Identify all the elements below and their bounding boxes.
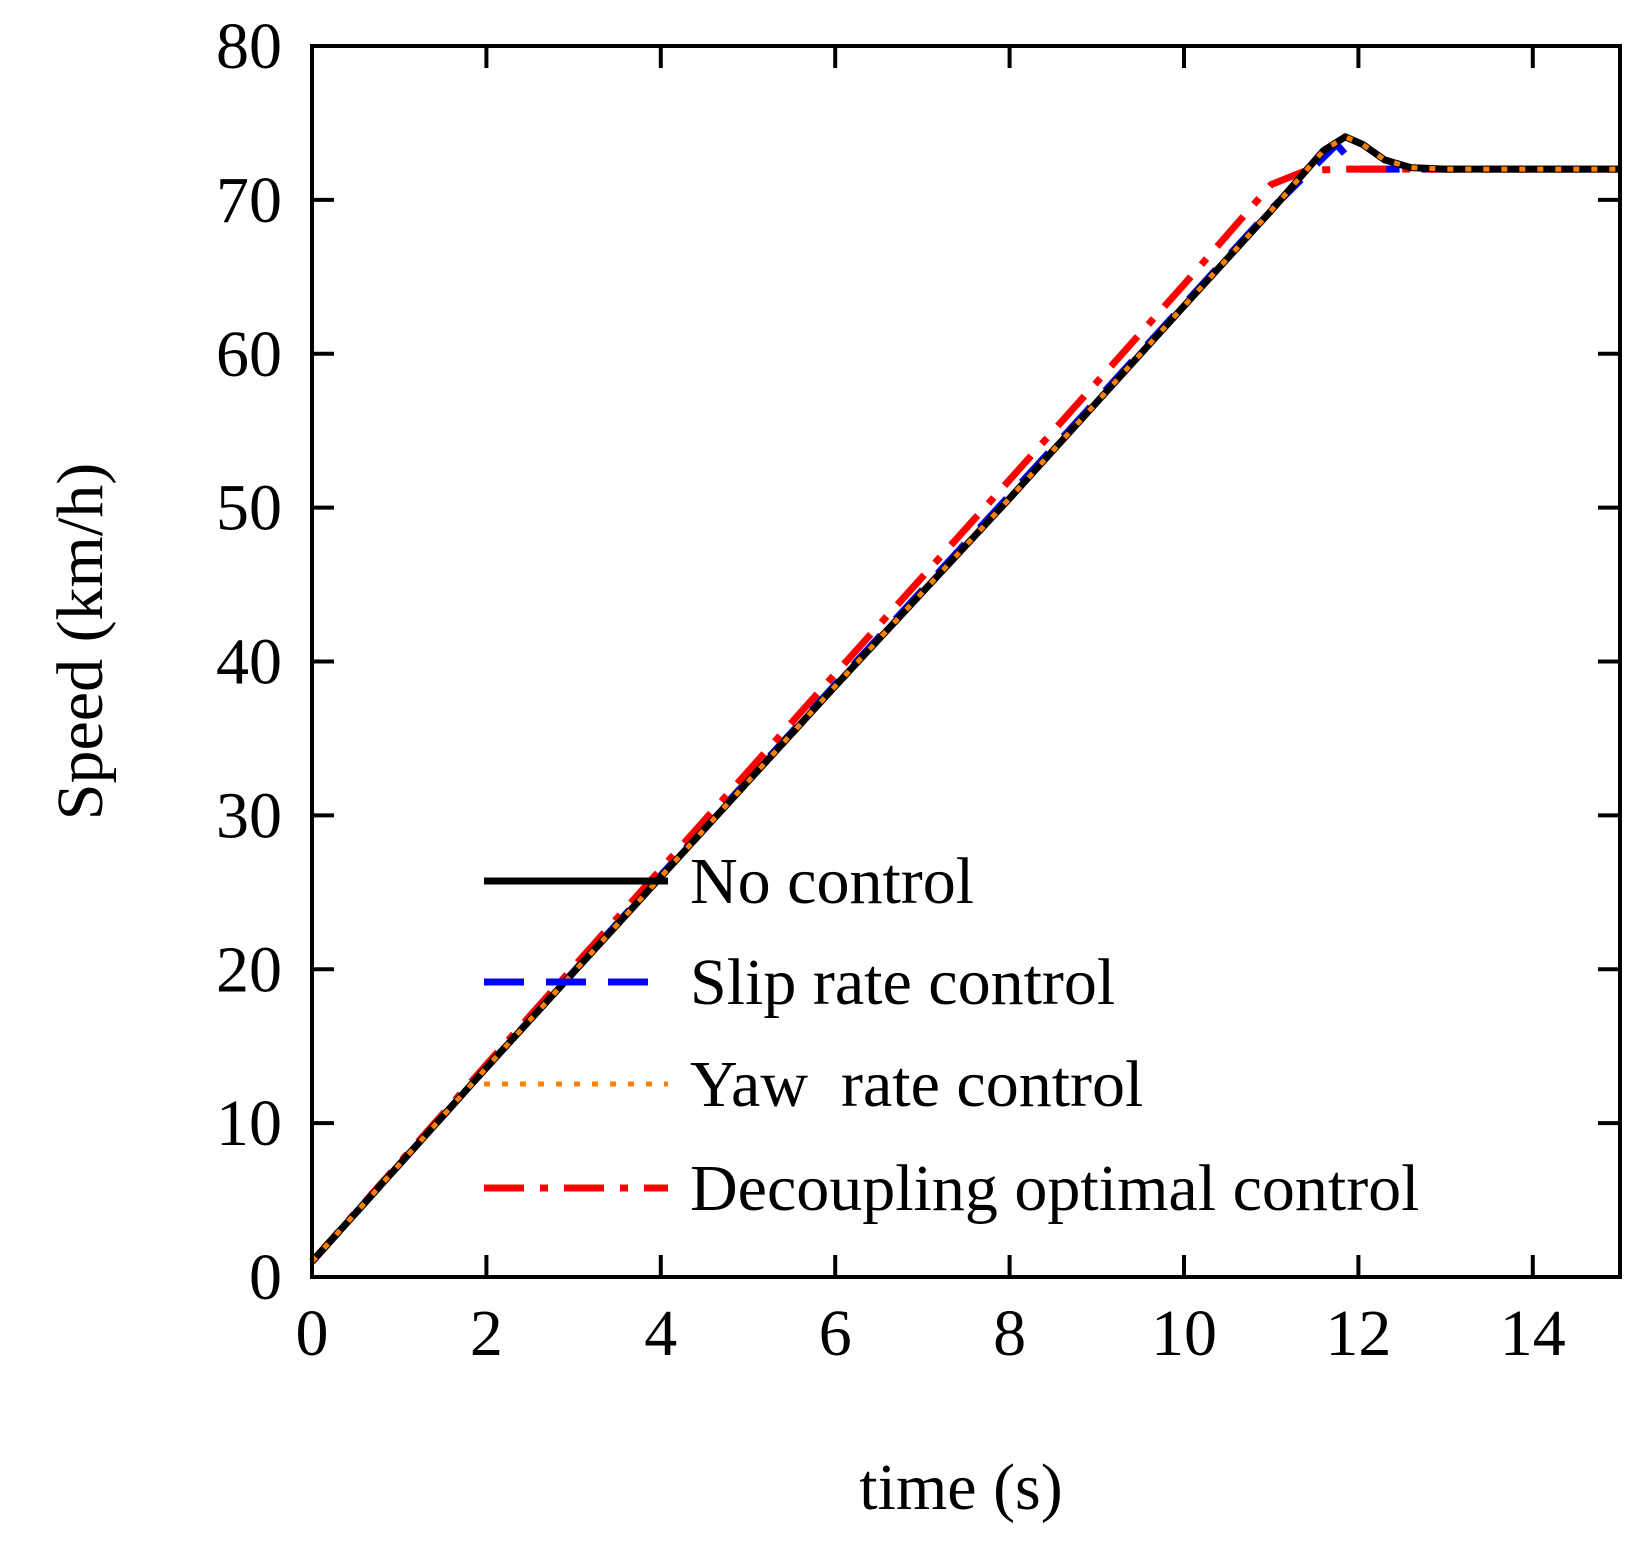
y-axis-title: Speed (km/h) — [44, 463, 117, 820]
legend-label-3: Decoupling optimal control — [690, 1152, 1420, 1225]
y-tick-label: 10 — [216, 1087, 282, 1160]
y-tick-label: 0 — [249, 1241, 282, 1314]
x-tick-label: 12 — [1325, 1297, 1391, 1370]
series-line-2 — [310, 134, 1620, 1264]
x-axis-title: time (s) — [859, 1451, 1062, 1524]
y-tick-label: 40 — [216, 626, 282, 699]
series-line-1 — [309, 141, 1620, 1264]
legend: No control Slip rate control Yaw rate cont… — [484, 845, 1420, 1225]
legend-label-0: No control — [690, 845, 974, 918]
x-tick-label: 14 — [1500, 1297, 1566, 1370]
legend-label-1: Slip rate control — [690, 946, 1115, 1019]
tick-labels: 0 2 4 6 8 10 12 14 0 10 20 30 40 50 60 70 80 — [216, 10, 1566, 1370]
plot-frame — [310, 44, 1622, 1279]
series-line-3 — [309, 165, 1620, 1264]
x-tick-label: 4 — [644, 1297, 677, 1370]
y-tick-label: 20 — [216, 933, 282, 1006]
y-tick-label: 50 — [216, 472, 282, 545]
y-tick-label: 30 — [216, 779, 282, 852]
y-tick-label: 80 — [216, 10, 282, 83]
x-tick-label: 6 — [819, 1297, 852, 1370]
y-tick-label: 70 — [216, 164, 282, 237]
series-layer — [309, 133, 1620, 1264]
x-tick-label: 8 — [993, 1297, 1026, 1370]
x-tick-label: 2 — [470, 1297, 503, 1370]
x-tick-label: 0 — [296, 1297, 329, 1370]
legend-label-2: Yaw rate control — [690, 1048, 1143, 1121]
x-tick-label: 10 — [1151, 1297, 1217, 1370]
y-tick-label: 60 — [216, 318, 282, 391]
